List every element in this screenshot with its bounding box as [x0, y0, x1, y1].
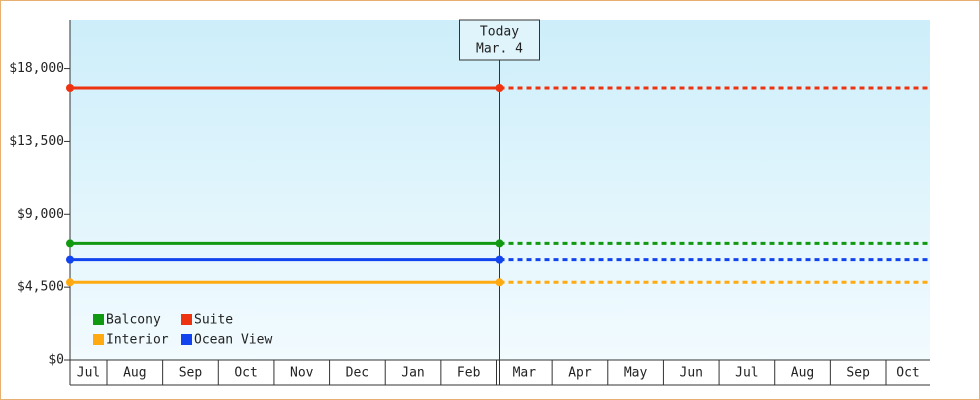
price-point [66, 84, 74, 92]
price-point [495, 84, 504, 92]
x-tick-label: Sep [179, 366, 203, 381]
legend-label: Interior [106, 333, 169, 348]
y-tick-label: $9,000 [17, 207, 64, 222]
price-point [495, 255, 504, 264]
price-point [66, 278, 74, 287]
price-point [66, 255, 74, 264]
x-tick-label: Jul [735, 366, 758, 381]
x-tick-label: May [624, 366, 648, 381]
legend-swatch [93, 334, 104, 345]
price-point [495, 239, 504, 248]
y-tick-label: $0 [48, 353, 64, 368]
price-point [66, 239, 74, 248]
x-tick-label: Sep [846, 366, 870, 381]
x-tick-label: Jun [680, 366, 703, 381]
legend-swatch [181, 314, 192, 325]
today-label: Today [480, 25, 519, 40]
y-tick-label: $4,500 [17, 280, 64, 295]
legend-swatch [93, 314, 104, 325]
x-tick-label: Oct [896, 366, 919, 381]
legend-label: Suite [194, 313, 233, 328]
y-tick-label: $13,500 [9, 134, 64, 149]
x-tick-label: Oct [234, 366, 257, 381]
x-tick-label: Dec [346, 366, 369, 381]
legend-label: Ocean View [194, 333, 272, 348]
price-point [495, 278, 504, 287]
x-tick-label: Jan [401, 366, 424, 381]
x-tick-label: Apr [568, 366, 592, 381]
x-tick-label: Feb [457, 366, 481, 381]
x-tick-label: Aug [123, 366, 146, 381]
x-tick-label: Nov [290, 366, 314, 381]
x-tick-label: Mar [513, 366, 537, 381]
x-tick-label: Jul [77, 366, 100, 381]
legend-swatch [181, 334, 192, 345]
y-tick-label: $18,000 [9, 61, 64, 76]
today-label: Mar. 4 [476, 42, 523, 57]
legend-label: Balcony [106, 313, 161, 328]
today-box [459, 19, 540, 61]
x-tick-label: Aug [791, 366, 814, 381]
